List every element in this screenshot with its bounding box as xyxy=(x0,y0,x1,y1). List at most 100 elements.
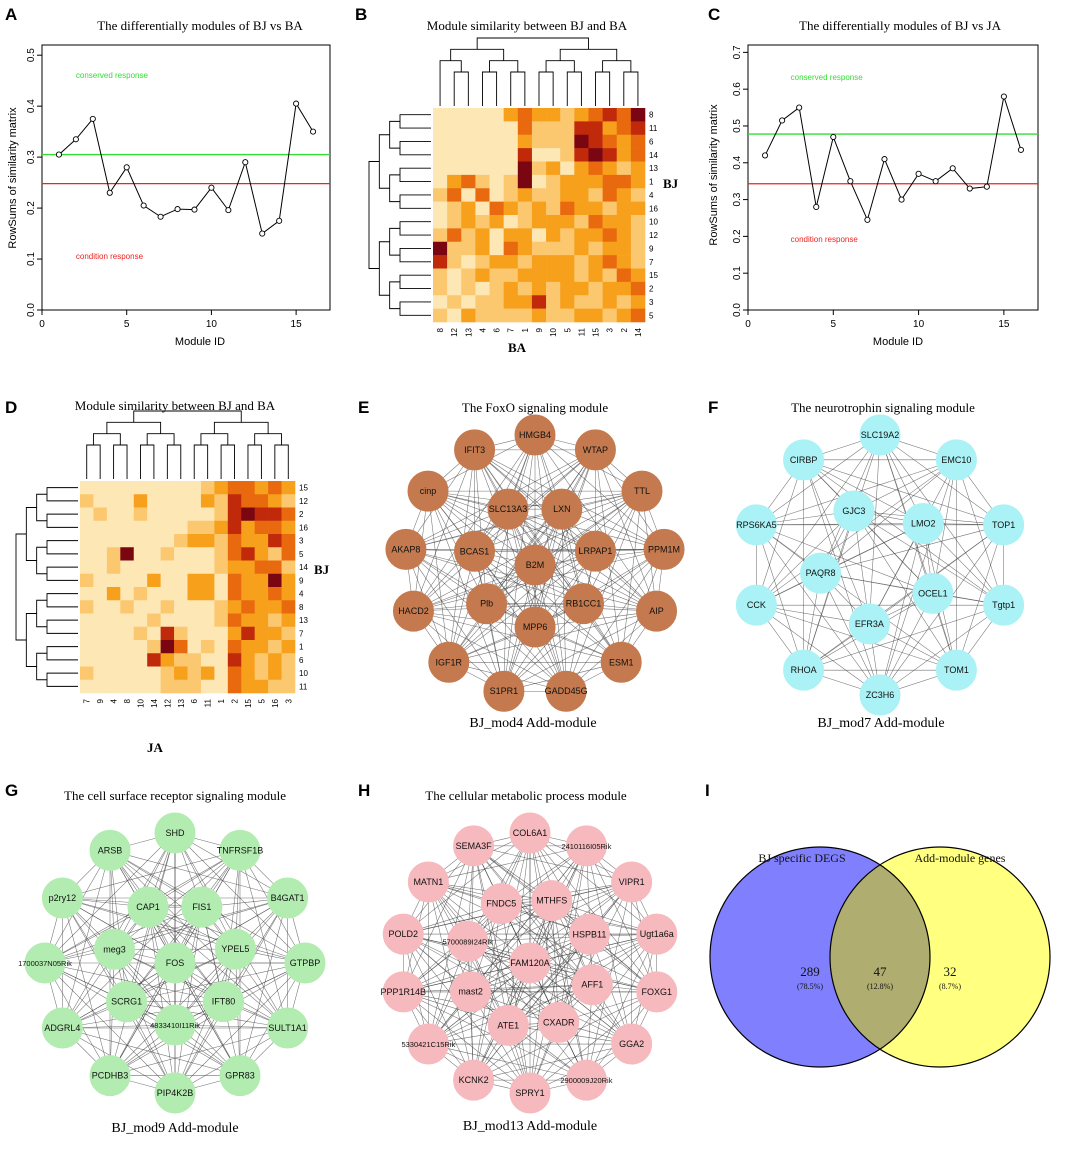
heatmap-cell xyxy=(475,228,490,243)
heatmap-cell xyxy=(588,241,603,256)
data-point xyxy=(881,156,888,163)
heatmap-cell xyxy=(80,481,94,495)
heatmap-row-label: 15 xyxy=(649,271,658,280)
heatmap-cell xyxy=(200,534,215,548)
heatmap-col-label: 8 xyxy=(436,327,445,332)
venn-left-label: BJ specific DEGS xyxy=(758,851,845,865)
heatmap-cell xyxy=(133,481,148,495)
network-node-label: FNDC5 xyxy=(486,899,516,909)
heatmap-cell xyxy=(616,121,632,136)
heatmap-cell xyxy=(268,507,282,522)
dendrogram-branch xyxy=(399,140,431,156)
venn-overlap-count: 47 xyxy=(874,964,888,979)
network-node xyxy=(428,641,470,683)
dendrogram-branch xyxy=(595,71,611,106)
network-node-label: ATE1 xyxy=(497,1020,519,1030)
heatmap-cell xyxy=(433,295,448,309)
dendrogram-branch xyxy=(133,410,242,423)
heatmap-cell xyxy=(120,573,135,588)
data-point xyxy=(932,178,939,185)
heatmap-cell xyxy=(546,281,561,296)
network-node-label: BCAS1 xyxy=(460,546,490,556)
heatmap-row-label: 2 xyxy=(299,510,304,519)
heatmap-cell xyxy=(241,520,255,535)
heatmap-cell xyxy=(200,640,215,654)
heatmap-row-label: 9 xyxy=(299,576,304,585)
heatmap-cell xyxy=(447,241,462,256)
heatmap-cell xyxy=(447,148,462,162)
network-node xyxy=(41,1007,83,1049)
network-node xyxy=(219,829,261,871)
heatmap-cell xyxy=(503,188,519,202)
heatmap-cell xyxy=(187,613,202,628)
data-point xyxy=(847,178,854,185)
heatmap-cell xyxy=(588,134,603,149)
heatmap-cell xyxy=(187,494,202,508)
dendrogram-branch xyxy=(399,301,431,316)
heatmap-cell xyxy=(461,215,476,229)
network-edge xyxy=(803,524,1004,671)
network-node-label: GPR83 xyxy=(225,1071,255,1081)
heatmap-cell xyxy=(574,121,589,136)
heatmap-cell xyxy=(531,241,547,256)
heatmap-cell xyxy=(281,573,296,588)
heatmap-cell xyxy=(147,587,161,601)
heatmap-cell xyxy=(574,281,589,296)
network-node-label: CCK xyxy=(747,600,766,610)
heatmap-cell xyxy=(489,121,504,136)
heatmap-cell xyxy=(147,481,161,495)
heatmap-cell xyxy=(588,228,603,243)
network-node-label: SULT1A1 xyxy=(268,1023,306,1033)
network-node-label: HMGB4 xyxy=(519,430,551,440)
network-edge xyxy=(507,509,622,663)
network-edge xyxy=(551,900,587,1081)
heatmap-cell xyxy=(133,653,148,667)
heatmap-cell xyxy=(120,587,135,601)
data-point xyxy=(949,165,956,172)
conserved-response-label: conserved response xyxy=(791,73,864,82)
heatmap-cell xyxy=(503,148,519,162)
heatmap-cell xyxy=(574,241,589,256)
heatmap-cell xyxy=(106,600,121,614)
heatmap-cell xyxy=(281,613,296,628)
heatmap-col-label: 4 xyxy=(478,327,487,332)
heatmap-cell xyxy=(531,148,547,162)
heatmap-cell xyxy=(268,481,282,495)
network-edge xyxy=(473,845,509,1026)
heatmap-row-label: 3 xyxy=(299,537,304,546)
heatmap-row-label: 5 xyxy=(649,311,654,320)
heatmap-cell xyxy=(616,188,632,202)
heatmap-col-label: 16 xyxy=(271,698,280,707)
panel-e: E The FoxO signaling module BJ_mod4 Add-… xyxy=(358,398,685,731)
heatmap-cell xyxy=(574,308,589,323)
heatmap-cell xyxy=(254,587,269,601)
heatmap-cell xyxy=(133,573,148,588)
heatmap-cell xyxy=(160,587,175,601)
heatmap-cell xyxy=(254,640,269,654)
dendrogram-branch xyxy=(489,60,519,72)
network-edge xyxy=(486,490,643,604)
heatmap-cell xyxy=(241,653,255,667)
heatmap-cell xyxy=(447,108,462,122)
dendrogram-branch xyxy=(453,71,469,106)
network-edge xyxy=(403,984,593,993)
network-node-label: RPS6KA5 xyxy=(736,520,777,530)
heatmap-col-label: 3 xyxy=(606,327,615,332)
network-node xyxy=(382,971,424,1013)
heatmap-cell xyxy=(200,626,215,641)
network-node-label: cinp xyxy=(420,486,437,496)
network-edge xyxy=(44,962,224,1002)
heatmap-cell xyxy=(281,547,296,561)
heatmap-cell xyxy=(517,108,533,122)
dendrogram-branch xyxy=(46,646,78,661)
heatmap-cell xyxy=(133,679,148,694)
heatmap-cell xyxy=(560,108,575,122)
network-node-label: SPRY1 xyxy=(515,1088,544,1098)
heatmap-col-label: 6 xyxy=(493,327,502,332)
heatmap-cell xyxy=(174,534,188,548)
heatmap-cell xyxy=(187,547,202,561)
heatmap-cell xyxy=(174,560,188,575)
panel-c: C The differentially modules of BJ vs JA… xyxy=(708,5,1039,348)
heatmap-col-label: 13 xyxy=(464,327,473,336)
